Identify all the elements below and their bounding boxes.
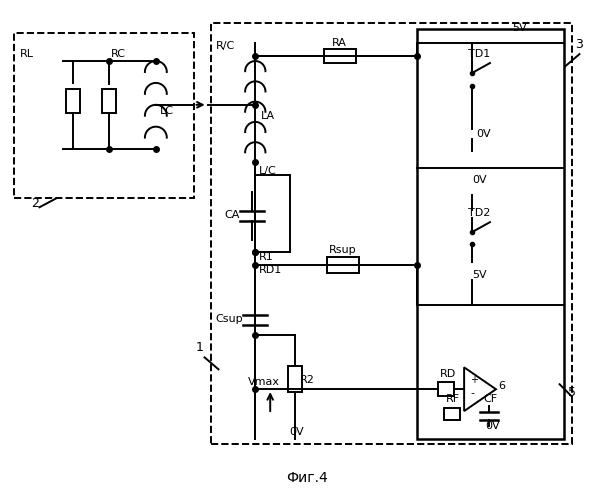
Text: CF: CF xyxy=(483,394,497,404)
Bar xyxy=(66,89,80,113)
Text: 0V: 0V xyxy=(472,176,487,186)
Text: Фиг.4: Фиг.4 xyxy=(286,470,328,484)
Text: R1: R1 xyxy=(259,252,274,262)
Text: R2: R2 xyxy=(300,375,315,385)
Text: -: - xyxy=(470,388,474,398)
Text: RD: RD xyxy=(440,370,456,380)
Text: 6: 6 xyxy=(498,381,505,391)
Text: 0V: 0V xyxy=(476,128,491,138)
Text: TD2: TD2 xyxy=(468,208,491,218)
Text: RL: RL xyxy=(20,49,34,59)
Bar xyxy=(288,366,302,392)
Text: 1: 1 xyxy=(196,342,203,354)
Text: RF: RF xyxy=(446,394,460,404)
Text: 0V: 0V xyxy=(289,427,304,437)
Bar xyxy=(211,24,572,444)
Bar xyxy=(102,89,116,113)
Bar xyxy=(327,257,359,273)
Text: RD1: RD1 xyxy=(259,265,282,275)
Text: LC: LC xyxy=(160,106,174,116)
Bar xyxy=(438,382,454,396)
Text: 5: 5 xyxy=(567,386,575,399)
Text: 3: 3 xyxy=(575,38,583,51)
Text: Rsup: Rsup xyxy=(329,245,357,255)
Text: Vmax: Vmax xyxy=(248,377,281,387)
Bar xyxy=(418,29,564,439)
Text: L/C: L/C xyxy=(259,166,277,176)
Text: 5V: 5V xyxy=(472,270,487,280)
Text: RA: RA xyxy=(332,38,347,48)
Text: +: + xyxy=(470,375,478,385)
Text: TD1: TD1 xyxy=(468,49,491,59)
Text: LA: LA xyxy=(261,110,276,120)
Bar xyxy=(324,49,356,63)
Text: Csup: Csup xyxy=(216,314,243,324)
Text: CA: CA xyxy=(225,210,240,220)
Text: 2: 2 xyxy=(31,197,39,210)
Text: RC: RC xyxy=(111,49,126,59)
Text: 0V: 0V xyxy=(485,421,500,431)
Text: R/C: R/C xyxy=(216,41,235,51)
Bar xyxy=(445,408,460,420)
Bar xyxy=(14,33,193,198)
Text: 5V: 5V xyxy=(512,23,526,33)
